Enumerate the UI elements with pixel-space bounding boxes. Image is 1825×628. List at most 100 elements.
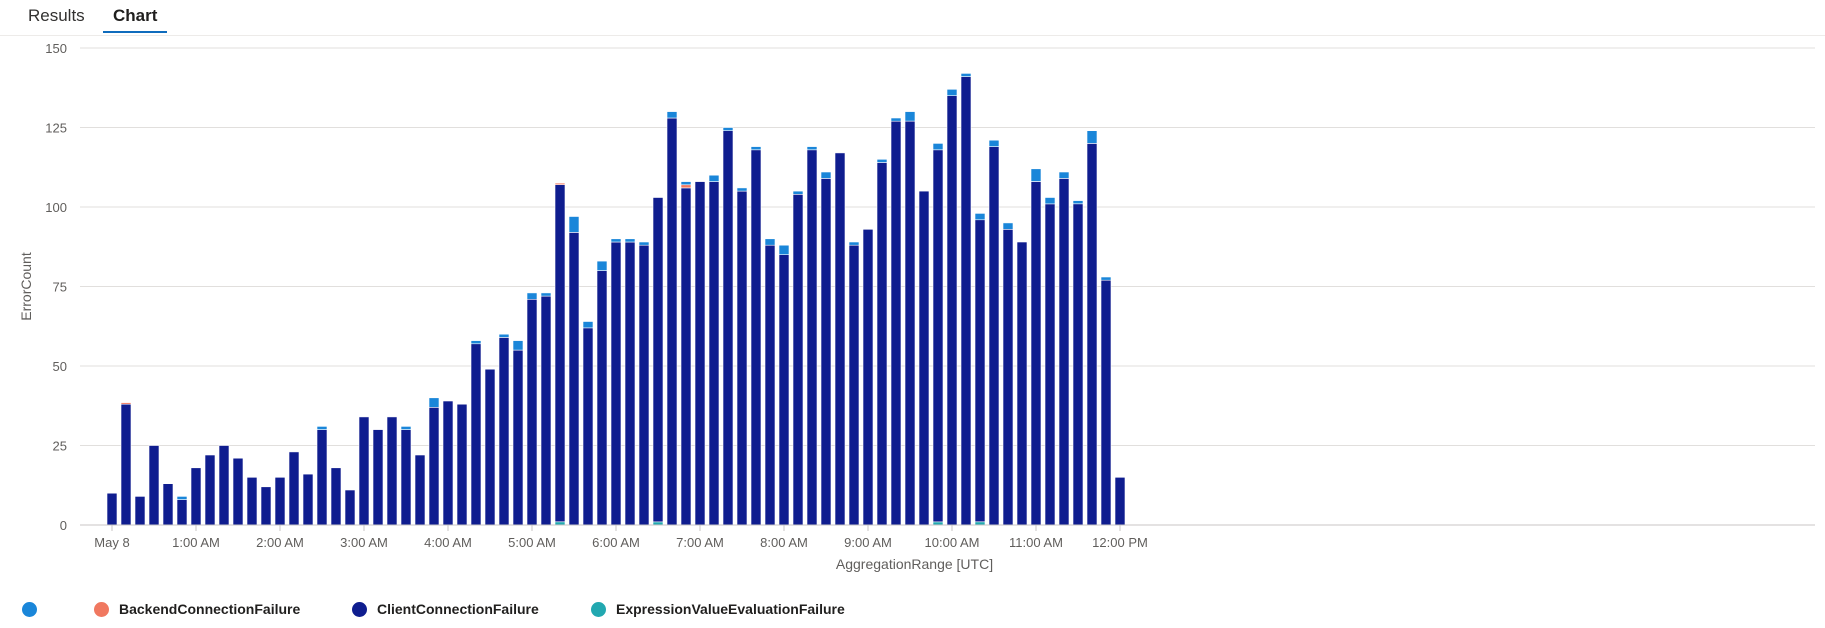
bar-segment bbox=[918, 190, 930, 526]
bar-segment bbox=[512, 349, 524, 526]
bar-segment bbox=[540, 295, 552, 526]
bar-segment bbox=[484, 368, 496, 526]
bar-segment bbox=[120, 402, 132, 405]
legend-dot-expression bbox=[591, 601, 606, 617]
x-tick-label: 2:00 AM bbox=[256, 535, 304, 550]
bar-segment bbox=[1100, 276, 1112, 281]
bar-segment bbox=[890, 120, 902, 526]
bar-segment bbox=[750, 149, 762, 526]
bar-segment bbox=[400, 429, 412, 526]
bar-segment bbox=[260, 486, 272, 526]
bar-segment bbox=[218, 445, 230, 526]
bar-segment bbox=[400, 426, 412, 430]
tab-bar: Results Chart bbox=[0, 0, 1825, 36]
y-tick-label: 0 bbox=[60, 518, 67, 533]
bar-segment bbox=[960, 73, 972, 77]
x-tick-label: May 8 bbox=[94, 535, 129, 550]
bar-segment bbox=[624, 238, 636, 243]
bar-segment bbox=[736, 187, 748, 192]
bar-segment bbox=[792, 194, 804, 526]
bar-segment bbox=[736, 190, 748, 526]
bar-segment bbox=[610, 238, 622, 243]
bar-segment bbox=[1002, 222, 1014, 230]
bar-segment bbox=[932, 143, 944, 151]
legend-dot-client bbox=[352, 601, 367, 617]
y-tick-label: 150 bbox=[45, 41, 67, 56]
bar-segment bbox=[792, 190, 804, 195]
bar-segment bbox=[750, 146, 762, 151]
bar-segment bbox=[666, 117, 678, 526]
bar-segment bbox=[680, 184, 692, 189]
legend-dot-backend bbox=[94, 601, 109, 617]
bar-segment bbox=[680, 187, 692, 526]
bar-segment bbox=[904, 111, 916, 122]
bar-segment bbox=[862, 229, 874, 526]
bar-segment bbox=[554, 182, 566, 186]
bar-segment bbox=[106, 492, 118, 526]
y-tick-label: 25 bbox=[53, 439, 67, 454]
bar-segment bbox=[624, 241, 636, 526]
bar-segment bbox=[316, 426, 328, 430]
bar-segment bbox=[1072, 203, 1084, 526]
bar-segment bbox=[694, 181, 706, 526]
bar-segment bbox=[442, 400, 454, 526]
bar-segment bbox=[890, 117, 902, 122]
bar-segment bbox=[540, 292, 552, 297]
bar-segment bbox=[1100, 279, 1112, 526]
bar-segment bbox=[638, 241, 650, 246]
legend-item-expression-value-evaluation-failure[interactable]: ExpressionValueEvaluationFailure bbox=[591, 599, 845, 619]
bar-segment bbox=[820, 178, 832, 526]
bar-segment bbox=[946, 95, 958, 526]
bar-segment bbox=[932, 149, 944, 523]
bar-segment bbox=[316, 429, 328, 526]
bar-segment bbox=[960, 76, 972, 526]
bar-segment bbox=[582, 327, 594, 526]
bar-segment bbox=[582, 321, 594, 329]
legend-item-backend-connection-failure[interactable]: BackendConnectionFailure bbox=[94, 599, 300, 619]
bar-segment bbox=[1044, 203, 1056, 526]
bar-segment bbox=[820, 171, 832, 179]
legend-label: ClientConnectionFailure bbox=[377, 601, 539, 617]
y-tick-label: 75 bbox=[53, 280, 67, 295]
active-tab-indicator bbox=[103, 31, 167, 33]
bar-segment bbox=[652, 197, 664, 523]
bar-segment bbox=[876, 159, 888, 163]
bar-segment bbox=[358, 416, 370, 526]
legend-item-unnamed[interactable] bbox=[22, 599, 47, 619]
tab-results[interactable]: Results bbox=[28, 6, 85, 25]
legend-item-client-connection-failure[interactable]: ClientConnectionFailure bbox=[352, 599, 539, 619]
y-axis-ticks: 0 25 50 75 100 125 150 bbox=[45, 41, 67, 533]
bar-segment bbox=[708, 174, 720, 182]
bar-segment bbox=[946, 88, 958, 96]
bar-segment bbox=[190, 467, 202, 526]
tab-chart[interactable]: Chart bbox=[113, 6, 158, 25]
bar-segment bbox=[1072, 200, 1084, 205]
bar-segment bbox=[456, 403, 468, 526]
x-axis-ticks: May 8 1:00 AM 2:00 AM 3:00 AM 4:00 AM 5:00 AM… bbox=[80, 524, 1815, 550]
bar-segment bbox=[596, 260, 608, 271]
x-axis-label: AggregationRange [UTC] bbox=[836, 556, 993, 572]
bar-segment bbox=[120, 403, 132, 526]
bar-segment bbox=[778, 254, 790, 526]
stacked-bar-chart: 0 25 50 75 100 125 150 May 8 1:00 AM 2:00 AM 3:00… bbox=[18, 41, 1815, 572]
bar-segment bbox=[1002, 229, 1014, 526]
legend-label: BackendConnectionFailure bbox=[119, 601, 301, 617]
bar-segment bbox=[722, 130, 734, 526]
x-tick-label: 12:00 PM bbox=[1092, 535, 1148, 550]
bar-segment bbox=[722, 127, 734, 132]
bar-segment bbox=[988, 146, 1000, 526]
tab-divider bbox=[0, 35, 1825, 36]
bar-segment bbox=[1086, 143, 1098, 526]
bar-segment bbox=[764, 244, 776, 526]
y-tick-label: 125 bbox=[45, 121, 67, 136]
bar-segment bbox=[162, 483, 174, 526]
legend-dot-unnamed bbox=[22, 601, 37, 617]
bar-segment bbox=[666, 111, 678, 119]
bar-segment bbox=[1044, 197, 1056, 205]
x-tick-label: 3:00 AM bbox=[340, 535, 388, 550]
x-tick-label: 5:00 AM bbox=[508, 535, 556, 550]
bar-segment bbox=[806, 146, 818, 151]
bar-segment bbox=[302, 473, 314, 526]
bar-segment bbox=[1058, 178, 1070, 526]
bar-segment bbox=[330, 467, 342, 526]
